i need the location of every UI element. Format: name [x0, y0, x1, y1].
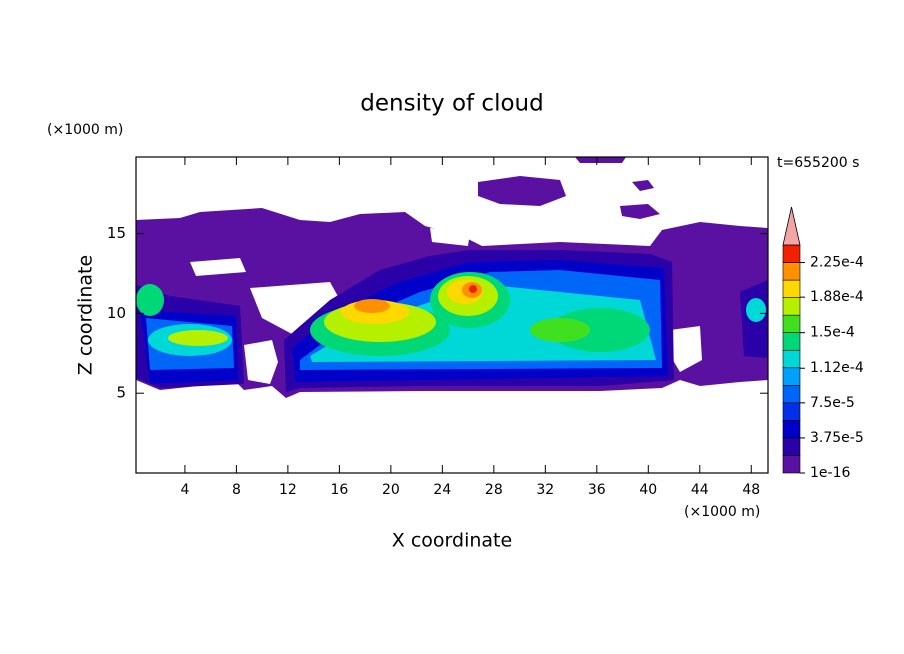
- colorbar-label: 1.5e-4: [810, 325, 855, 341]
- x-tick-label: 16: [330, 482, 348, 498]
- y-tick-label: 15: [107, 224, 126, 242]
- colorbar-band: [782, 332, 801, 351]
- contour-region: [550, 308, 650, 352]
- contour-region: [354, 299, 390, 313]
- x-tick-label: 20: [382, 482, 400, 498]
- x-tick-label: 24: [433, 482, 451, 498]
- contour-region: [746, 298, 766, 322]
- contour-region: [168, 330, 228, 346]
- contour-gap: [244, 340, 278, 384]
- colorbar-band: [782, 262, 801, 281]
- x-axis-label: X coordinate: [392, 530, 512, 552]
- annotation: t=655200 s: [777, 155, 859, 171]
- x-tick-label: 28: [485, 482, 503, 498]
- colorbar-extension: [782, 206, 801, 246]
- colorbar-band: [782, 455, 801, 474]
- contour-gap: [668, 326, 702, 372]
- colorbar-band: [782, 297, 801, 316]
- colorbar-label: 1.88e-4: [810, 289, 864, 305]
- colorbar-band: [782, 437, 801, 456]
- colorbar-label: 7.5e-5: [810, 395, 855, 411]
- contour-region: [620, 204, 660, 219]
- contour-region: [575, 157, 626, 163]
- contour-region: [136, 284, 164, 316]
- colorbar-band: [782, 402, 801, 421]
- x-tick-label: 8: [232, 482, 241, 498]
- plot-frame: [135, 156, 769, 474]
- x-tick-label: 48: [742, 482, 760, 498]
- contour-region: [632, 180, 654, 191]
- x-tick-label: 4: [180, 482, 189, 498]
- colorbar-label: 2.25e-4: [810, 255, 864, 271]
- y-tick-label: 10: [107, 304, 126, 322]
- colorbar-label: 3.75e-5: [810, 430, 864, 446]
- contour-region: [478, 176, 566, 206]
- y-axis-label: Z coordinate: [75, 255, 97, 375]
- colorbar-band: [782, 244, 801, 263]
- colorbar-label: 1e-16: [810, 465, 850, 481]
- contour-region: [469, 285, 477, 293]
- contour-gap: [190, 258, 246, 276]
- contour-field: [136, 157, 768, 398]
- x-tick-label: 32: [536, 482, 554, 498]
- x-tick-label: 40: [639, 482, 657, 498]
- chart-title: density of cloud: [360, 91, 543, 117]
- colorbar-label: 1.12e-4: [810, 360, 864, 376]
- y-unit: (×1000 m): [47, 122, 123, 138]
- colorbar-band: [782, 367, 801, 386]
- x-tick-label: 12: [279, 482, 297, 498]
- colorbar-band: [782, 349, 801, 369]
- y-tick-label: 5: [116, 384, 126, 402]
- colorbar-band: [782, 279, 801, 298]
- contour-gap: [430, 228, 470, 246]
- colorbar-band: [782, 314, 801, 333]
- contour-region: [530, 318, 590, 342]
- x-tick-label: 44: [691, 482, 709, 498]
- colorbar-band: [782, 385, 801, 404]
- x-unit: (×1000 m): [684, 504, 760, 520]
- x-tick-label: 36: [588, 482, 606, 498]
- colorbar-band: [782, 420, 801, 439]
